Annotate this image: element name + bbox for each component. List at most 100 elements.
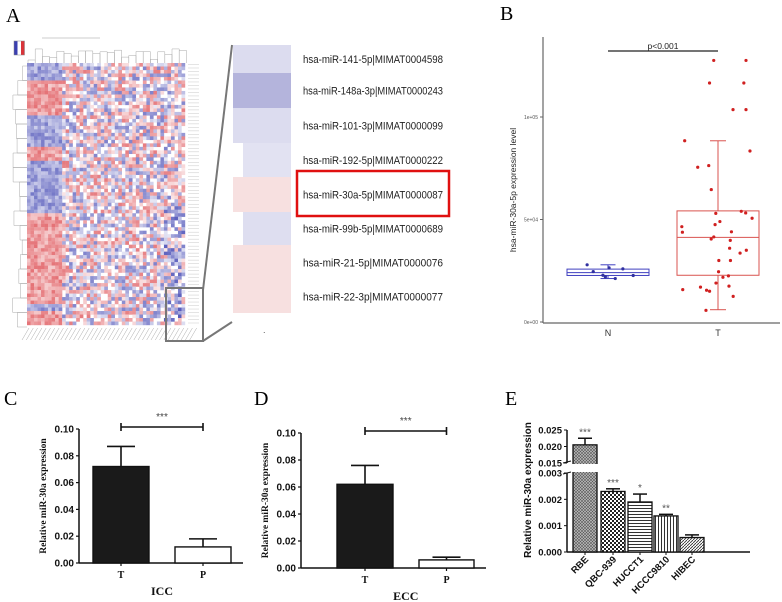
heatmap-cell (55, 290, 59, 294)
heatmap-cell (41, 227, 45, 231)
heatmap-cell (93, 181, 98, 186)
heatmap-cell (37, 129, 42, 134)
heatmap-cell (48, 150, 52, 155)
heatmap-cell (170, 223, 175, 228)
heatmap-cell (121, 237, 126, 242)
heatmap-cell (58, 311, 63, 315)
heatmap-cell (100, 118, 105, 123)
heatmap-cell (90, 83, 94, 88)
heatmap-cell (30, 139, 35, 144)
heatmap-cell (107, 115, 112, 120)
heatmap-cell (153, 143, 158, 148)
heatmap-cell (97, 69, 101, 74)
heatmap-cell (97, 132, 101, 137)
heatmap-cell (111, 80, 115, 85)
heatmap-cell (149, 304, 154, 308)
heatmap-cell (90, 241, 94, 245)
heatmap-cell (132, 181, 137, 186)
heatmap-cell (93, 237, 98, 242)
heatmap-cell (128, 237, 133, 242)
heatmap-cell (142, 63, 147, 67)
heatmap-cell (170, 311, 175, 315)
heatmap-cell (181, 118, 186, 123)
heatmap-cell (104, 241, 108, 245)
heatmap-cell (163, 241, 168, 245)
heatmap-cell (163, 199, 168, 203)
heatmap-cell (160, 108, 165, 113)
heatmap-cell (149, 122, 154, 127)
heatmap-cell (174, 164, 179, 168)
heatmap-cell (83, 216, 87, 221)
heatmap-cell (58, 80, 63, 85)
heatmap-cell (104, 115, 108, 120)
heatmap-cell (79, 216, 84, 221)
heatmap-cell (121, 276, 126, 280)
heatmap-cell (37, 220, 42, 224)
heatmap-cell (48, 258, 52, 263)
heatmap-cell (149, 108, 154, 113)
heatmap-cell (107, 241, 112, 245)
heatmap-cell (93, 248, 98, 252)
heatmap-cell (34, 146, 38, 151)
heatmap-cell (97, 146, 101, 151)
heatmap-cell (139, 188, 144, 193)
heatmap-cell (132, 66, 137, 71)
heatmap-cell (51, 241, 56, 245)
heatmap-cell (97, 300, 101, 305)
heatmap-cell (34, 220, 38, 224)
heatmap-cell (69, 234, 73, 238)
heatmap-cell (107, 244, 112, 249)
heatmap-cell (100, 269, 105, 273)
heatmap-cell (41, 258, 45, 263)
heatmap-cell (153, 202, 158, 207)
heatmap-cell (167, 76, 172, 81)
heatmap-cell (135, 125, 140, 130)
heatmap-cell (104, 111, 108, 116)
heatmap-cell (128, 272, 133, 277)
heatmap-cell (160, 300, 165, 305)
heatmap-cell (27, 276, 31, 280)
heatmap-cell (163, 104, 168, 109)
heatmap-cell (58, 167, 63, 172)
heatmap-cell (111, 181, 115, 186)
heatmap-cell (114, 69, 119, 74)
heatmap-cell (58, 265, 63, 270)
heatmap-cell (146, 234, 151, 238)
heatmap-cell (149, 230, 154, 235)
heatmap-cell (65, 118, 70, 123)
heatmap-cell (174, 115, 179, 120)
heatmap-cell (114, 241, 119, 245)
heatmap-cell (37, 87, 42, 92)
heatmap-cell (135, 122, 140, 127)
heatmap-cell (37, 104, 42, 109)
heatmap-cell (104, 307, 108, 312)
heatmap-cell (65, 283, 70, 287)
heatmap-cell (132, 97, 137, 102)
heatmap-cell (114, 143, 119, 148)
significance-label: *** (607, 478, 619, 489)
heatmap-cell (163, 63, 168, 67)
heatmap-cell (65, 234, 70, 238)
heatmap-column-label (60, 327, 68, 341)
heatmap-cell (58, 227, 63, 231)
heatmap-cell (34, 195, 38, 200)
heatmap-cell (121, 286, 126, 291)
heatmap-cell (76, 115, 80, 120)
heatmap-cell (76, 199, 80, 203)
heatmap-cell (111, 290, 115, 294)
heatmap-cell (72, 129, 77, 134)
heatmap-cell (167, 150, 172, 155)
heatmap-cell (27, 146, 31, 151)
heatmap-cell (177, 174, 182, 179)
heatmap-cell (118, 255, 122, 259)
data-point (704, 308, 708, 312)
heatmap-column-label (99, 327, 107, 341)
heatmap-cell (86, 129, 91, 134)
heatmap-cell (149, 157, 154, 162)
heatmap-cell (55, 300, 59, 305)
heatmap-cell (163, 206, 168, 210)
heatmap-cell (48, 66, 52, 71)
heatmap-cell (44, 202, 49, 207)
heatmap-cell (51, 83, 56, 88)
heatmap-cell (107, 255, 112, 259)
